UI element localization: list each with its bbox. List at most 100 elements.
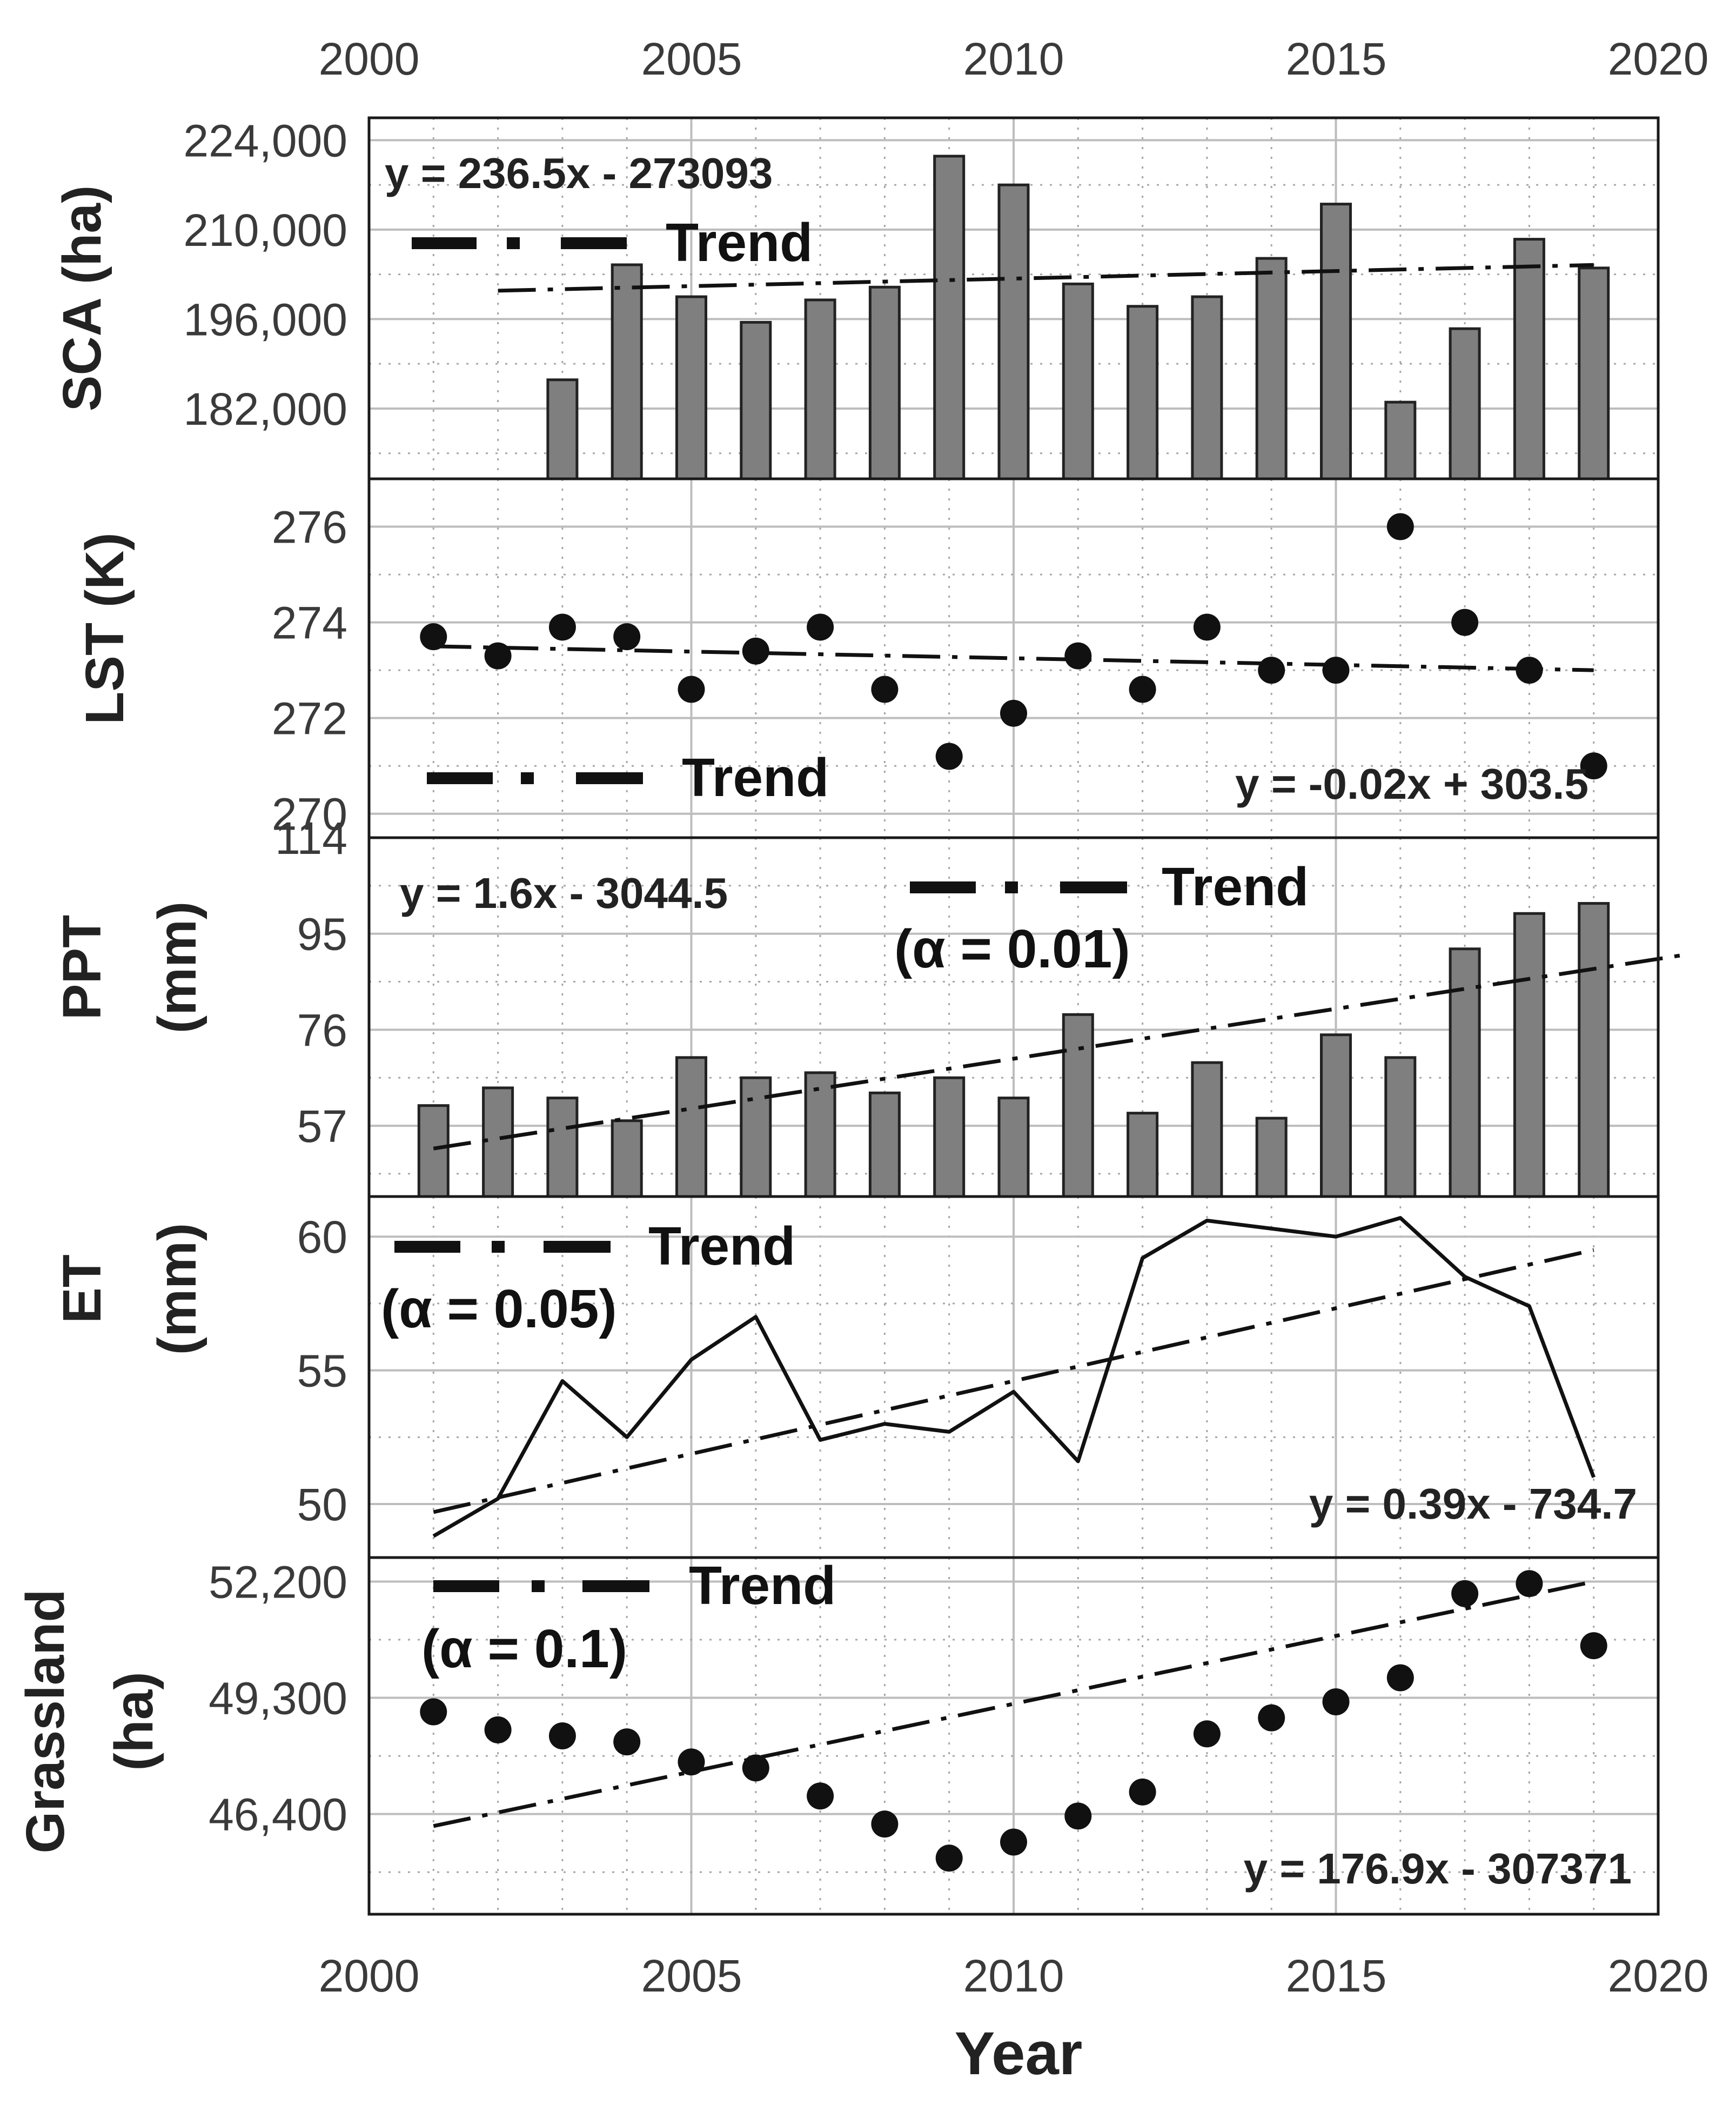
data-point [1129,676,1156,703]
et-trend [433,1248,1594,1514]
data-point [1580,1632,1607,1660]
bar [1191,1061,1223,1198]
et-y-axis-label-line1: ET [52,1254,112,1324]
data-point [484,642,512,670]
ppt-equation: y = 1.6x - 3044.5 [400,869,728,917]
data-point [1386,513,1414,540]
top-x-tick-label: 2010 [963,34,1064,84]
data-point [1129,1778,1156,1806]
lst-legend: Trend [427,747,829,808]
data-point [1258,1704,1285,1732]
grassland-alpha-label: (α = 0.1) [421,1619,627,1679]
y-tick-label: 76 [297,1005,347,1055]
bar [997,183,1030,480]
bar [804,1071,836,1198]
bottom-x-tick-label: 2015 [1286,1950,1387,2001]
data-point [1580,752,1607,780]
y-tick-label: 270 [272,789,347,840]
grassland-y-tick-labels: 46,400 49,300 52,200 [209,1556,347,1840]
y-tick-label: 272 [272,693,347,744]
bar [1320,1033,1352,1198]
bar [868,285,901,480]
top-x-tick-labels: 2000 2005 2010 2015 2020 [319,34,1709,84]
et-alpha-label: (α = 0.05) [381,1279,617,1339]
y-tick-label: 60 [297,1212,347,1262]
bar [1255,1117,1288,1198]
data-point [1258,657,1285,684]
grassland-equation: y = 176.9x - 307371 [1244,1845,1632,1893]
data-point [678,1748,705,1776]
bar [868,1091,901,1198]
y-tick-label: 210,000 [183,205,347,256]
bar [546,1097,579,1198]
trend-line [433,1248,1594,1514]
trend-line [433,1580,1594,1828]
grassland-points [420,1570,1607,1872]
data-point [548,613,576,641]
bottom-x-tick-label: 2000 [319,1950,420,2001]
grassland-grid [369,1558,1658,1914]
y-tick-label: 114 [275,813,347,864]
bar [1320,203,1352,480]
ppt-y-tick-labels: 57 76 95 114 [275,813,347,1152]
bar [611,1119,643,1198]
lst-legend-label: Trend [682,747,829,808]
ppt-alpha-label: (α = 0.01) [894,919,1130,979]
data-point [678,676,705,703]
bar [611,263,643,480]
et-legend: Trend (α = 0.05) [381,1216,795,1339]
data-point [935,1845,963,1872]
lst-trend [433,644,1594,672]
bar [1127,1112,1159,1198]
bar [1127,305,1159,480]
bar [675,1056,707,1198]
data-point [935,743,963,770]
y-tick-label: 57 [297,1101,347,1152]
grassland-y-axis-label-line1: Grassland [15,1589,76,1853]
sca-y-tick-labels: 182,000 196,000 210,000 224,000 [183,115,347,435]
data-point [1064,642,1092,670]
y-tick-label: 46,400 [209,1789,347,1840]
trend-line [433,644,1594,672]
panel-sca: 182,000 196,000 210,000 224,000 SCA (ha) y … [52,115,1660,480]
bar [1513,238,1545,480]
sca-grid [369,118,1658,479]
ppt-bars [417,902,1610,1198]
y-tick-label: 224,000 [183,115,347,166]
et-series-line [432,1216,1596,1538]
y-tick-label: 55 [297,1346,347,1396]
data-point [807,1782,834,1810]
data-point [1193,1720,1221,1748]
bar [1384,1056,1417,1198]
bar [1062,282,1094,480]
data-point [1193,613,1221,641]
bottom-x-tick-label: 2020 [1608,1950,1709,2001]
grassland-legend: Trend (α = 0.1) [421,1555,836,1679]
bar [1255,257,1288,480]
sca-legend: Trend [412,212,813,273]
trend-line [498,263,1594,293]
grassland-frame [367,1556,1660,1916]
lst-y-axis-label: LST (K) [75,532,135,724]
ppt-trend [433,952,1691,1151]
et-legend-label: Trend [648,1216,795,1277]
data-point [1451,609,1479,636]
y-tick-label: 95 [297,909,347,960]
data-point [420,623,447,651]
et-equation: y = 0.39x - 734.7 [1309,1480,1637,1528]
data-point [871,1810,899,1838]
data-point [420,1698,447,1726]
panel-et: 50 55 60 ET (mm) y = 0.39x - 734.7 Trend (… [52,1195,1660,1559]
panel-ppt: 57 76 95 114 PPT (mm) y = 1.6x - 3044.5 Tre… [52,813,1691,1198]
top-x-tick-label: 2020 [1608,34,1709,84]
x-axis-label: Year [955,2020,1083,2087]
data-point [871,676,899,703]
bottom-x-tick-labels: 2000 2005 2010 2015 2020 [319,1950,1709,2001]
top-x-tick-label: 2000 [319,34,420,84]
data-point [1516,1570,1543,1598]
et-y-axis-label-line2: (mm) [147,1223,207,1355]
y-tick-label: 276 [272,502,347,553]
ppt-y-axis-label-line1: PPT [52,915,112,1020]
bar [740,320,772,480]
